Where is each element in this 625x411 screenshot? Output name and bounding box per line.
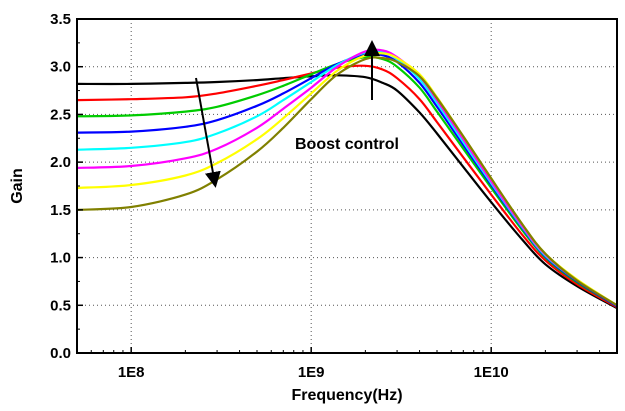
series-line-6 <box>76 48 618 307</box>
boost-control-annotation: Boost control <box>295 136 399 153</box>
x-tick-label: 1E10 <box>474 364 509 381</box>
boost-arrows <box>195 40 380 188</box>
series-line-1 <box>76 74 618 310</box>
y-tick-label: 2.5 <box>50 106 71 123</box>
tick-labels: 0.0 0.5 1.0 1.5 2.0 2.5 3.0 3.5 1E8 1E9 1E10 <box>50 11 509 381</box>
series-line-2 <box>76 64 618 309</box>
axis-ticks <box>77 18 601 354</box>
y-tick-label: 3.5 <box>50 11 71 28</box>
x-tick-label: 1E8 <box>118 364 145 381</box>
x-axis-title: Frequency(Hz) <box>291 387 402 404</box>
x-tick-label: 1E9 <box>298 364 325 381</box>
series-line-7 <box>76 51 618 307</box>
y-tick-label: 0.5 <box>50 297 71 314</box>
series-line-4 <box>76 52 618 308</box>
series-line-5 <box>76 50 618 307</box>
down-arrow <box>195 77 221 188</box>
y-tick-label: 0.0 <box>50 345 71 362</box>
series-lines <box>76 48 618 310</box>
y-tick-label: 1.0 <box>50 250 71 267</box>
y-tick-label: 1.5 <box>50 202 71 219</box>
y-axis-title: Gain <box>9 168 26 204</box>
y-tick-label: 3.0 <box>50 59 71 76</box>
y-tick-label: 2.0 <box>50 154 71 171</box>
